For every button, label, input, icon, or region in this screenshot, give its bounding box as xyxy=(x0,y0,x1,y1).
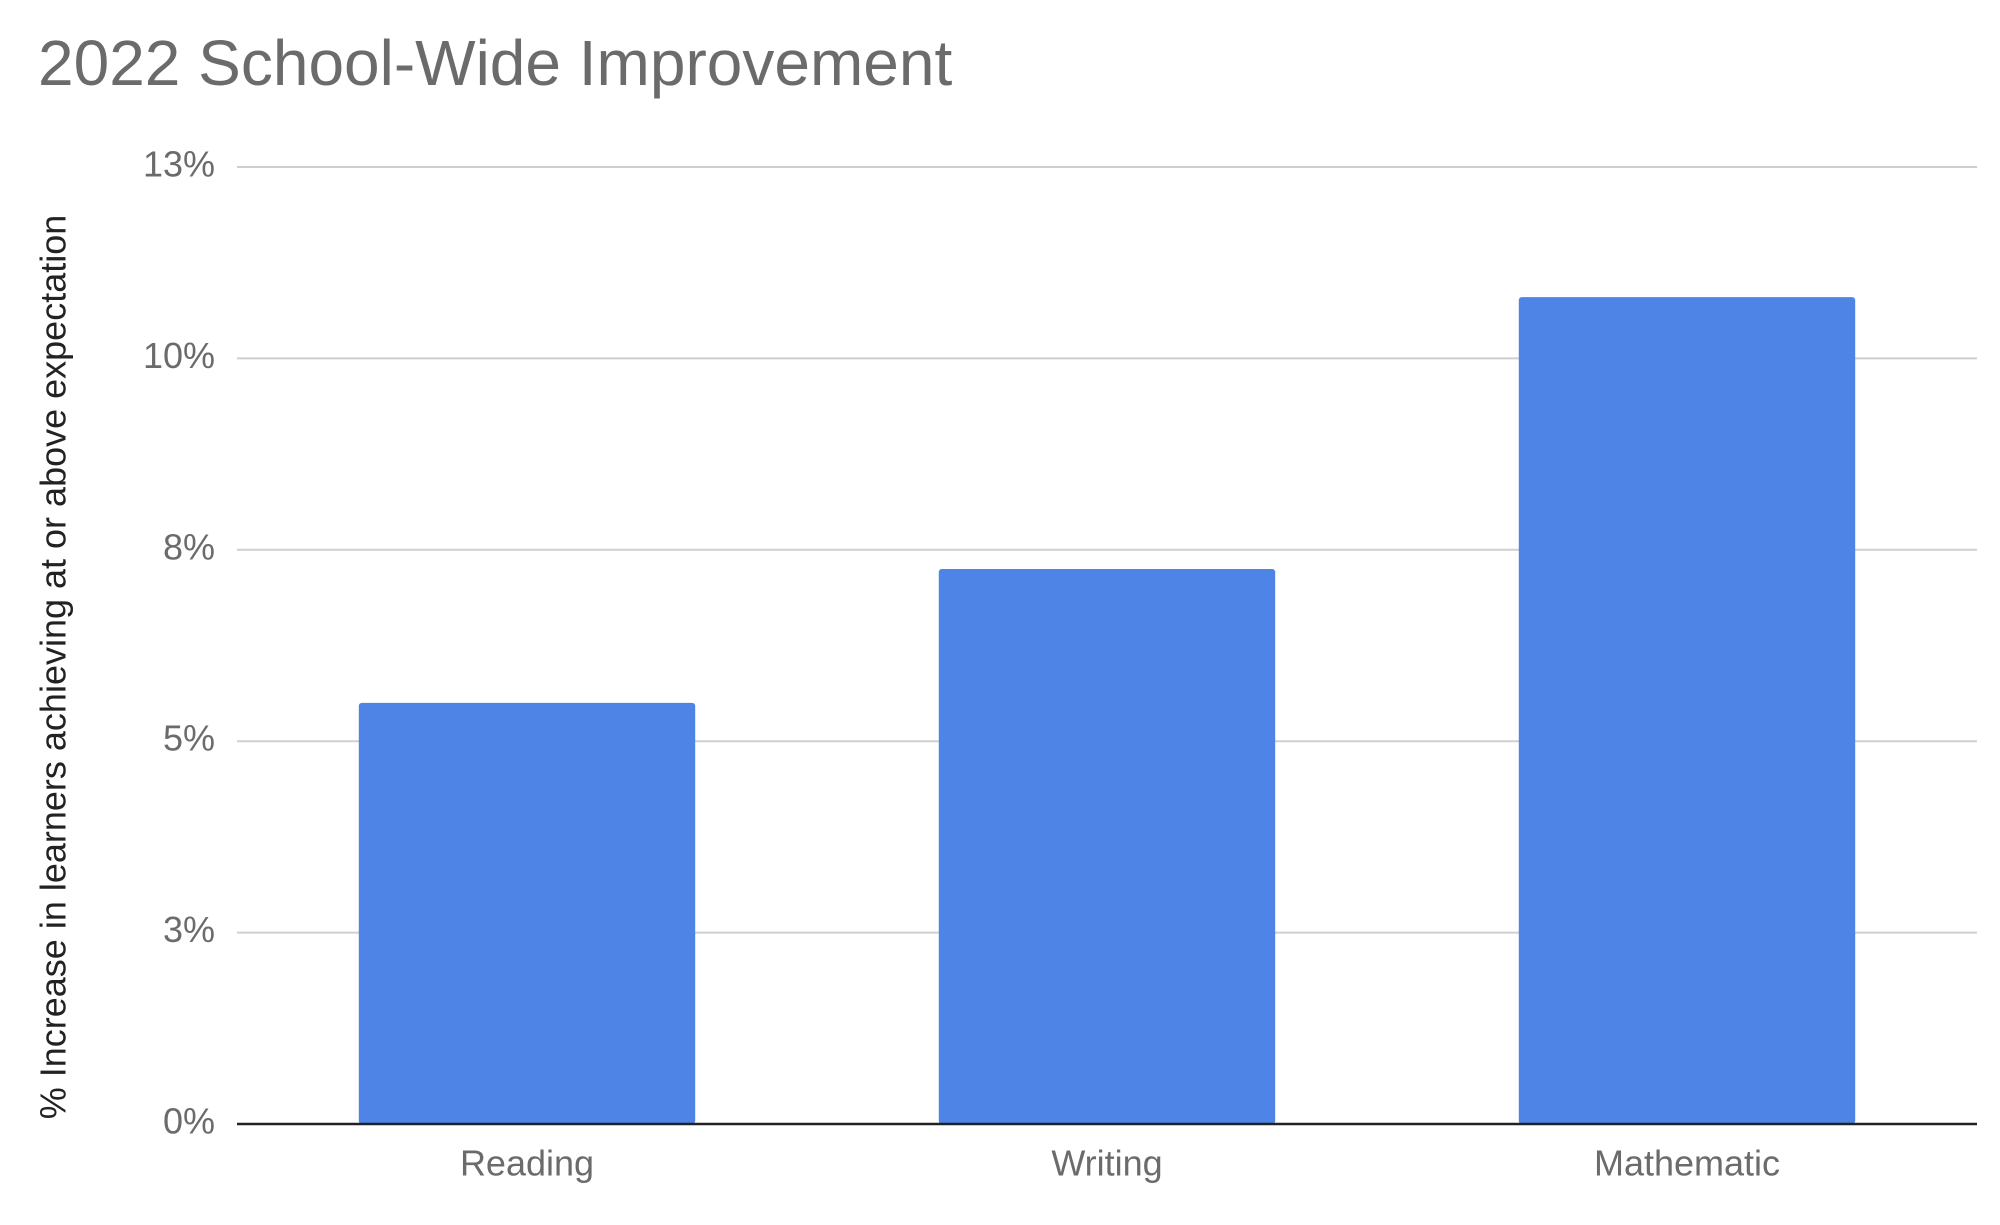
y-axis-title: % Increase in learners achieving at or a… xyxy=(33,215,74,1120)
x-tick-label: Writing xyxy=(1051,1143,1162,1184)
x-tick-label: Reading xyxy=(460,1143,594,1184)
y-tick-label: 8% xyxy=(163,526,215,567)
y-tick-label: 3% xyxy=(163,909,215,950)
y-tick-label: 10% xyxy=(143,335,215,376)
y-tick-label: 0% xyxy=(163,1101,215,1142)
x-tick-label: Mathematic xyxy=(1594,1143,1780,1184)
y-tick-label: 5% xyxy=(163,718,215,759)
bar xyxy=(1518,297,1856,1125)
y-tick-label: 13% xyxy=(143,144,215,185)
bar xyxy=(358,702,696,1124)
bar xyxy=(938,568,1276,1124)
chart-title: 2022 School-Wide Improvement xyxy=(38,27,952,99)
